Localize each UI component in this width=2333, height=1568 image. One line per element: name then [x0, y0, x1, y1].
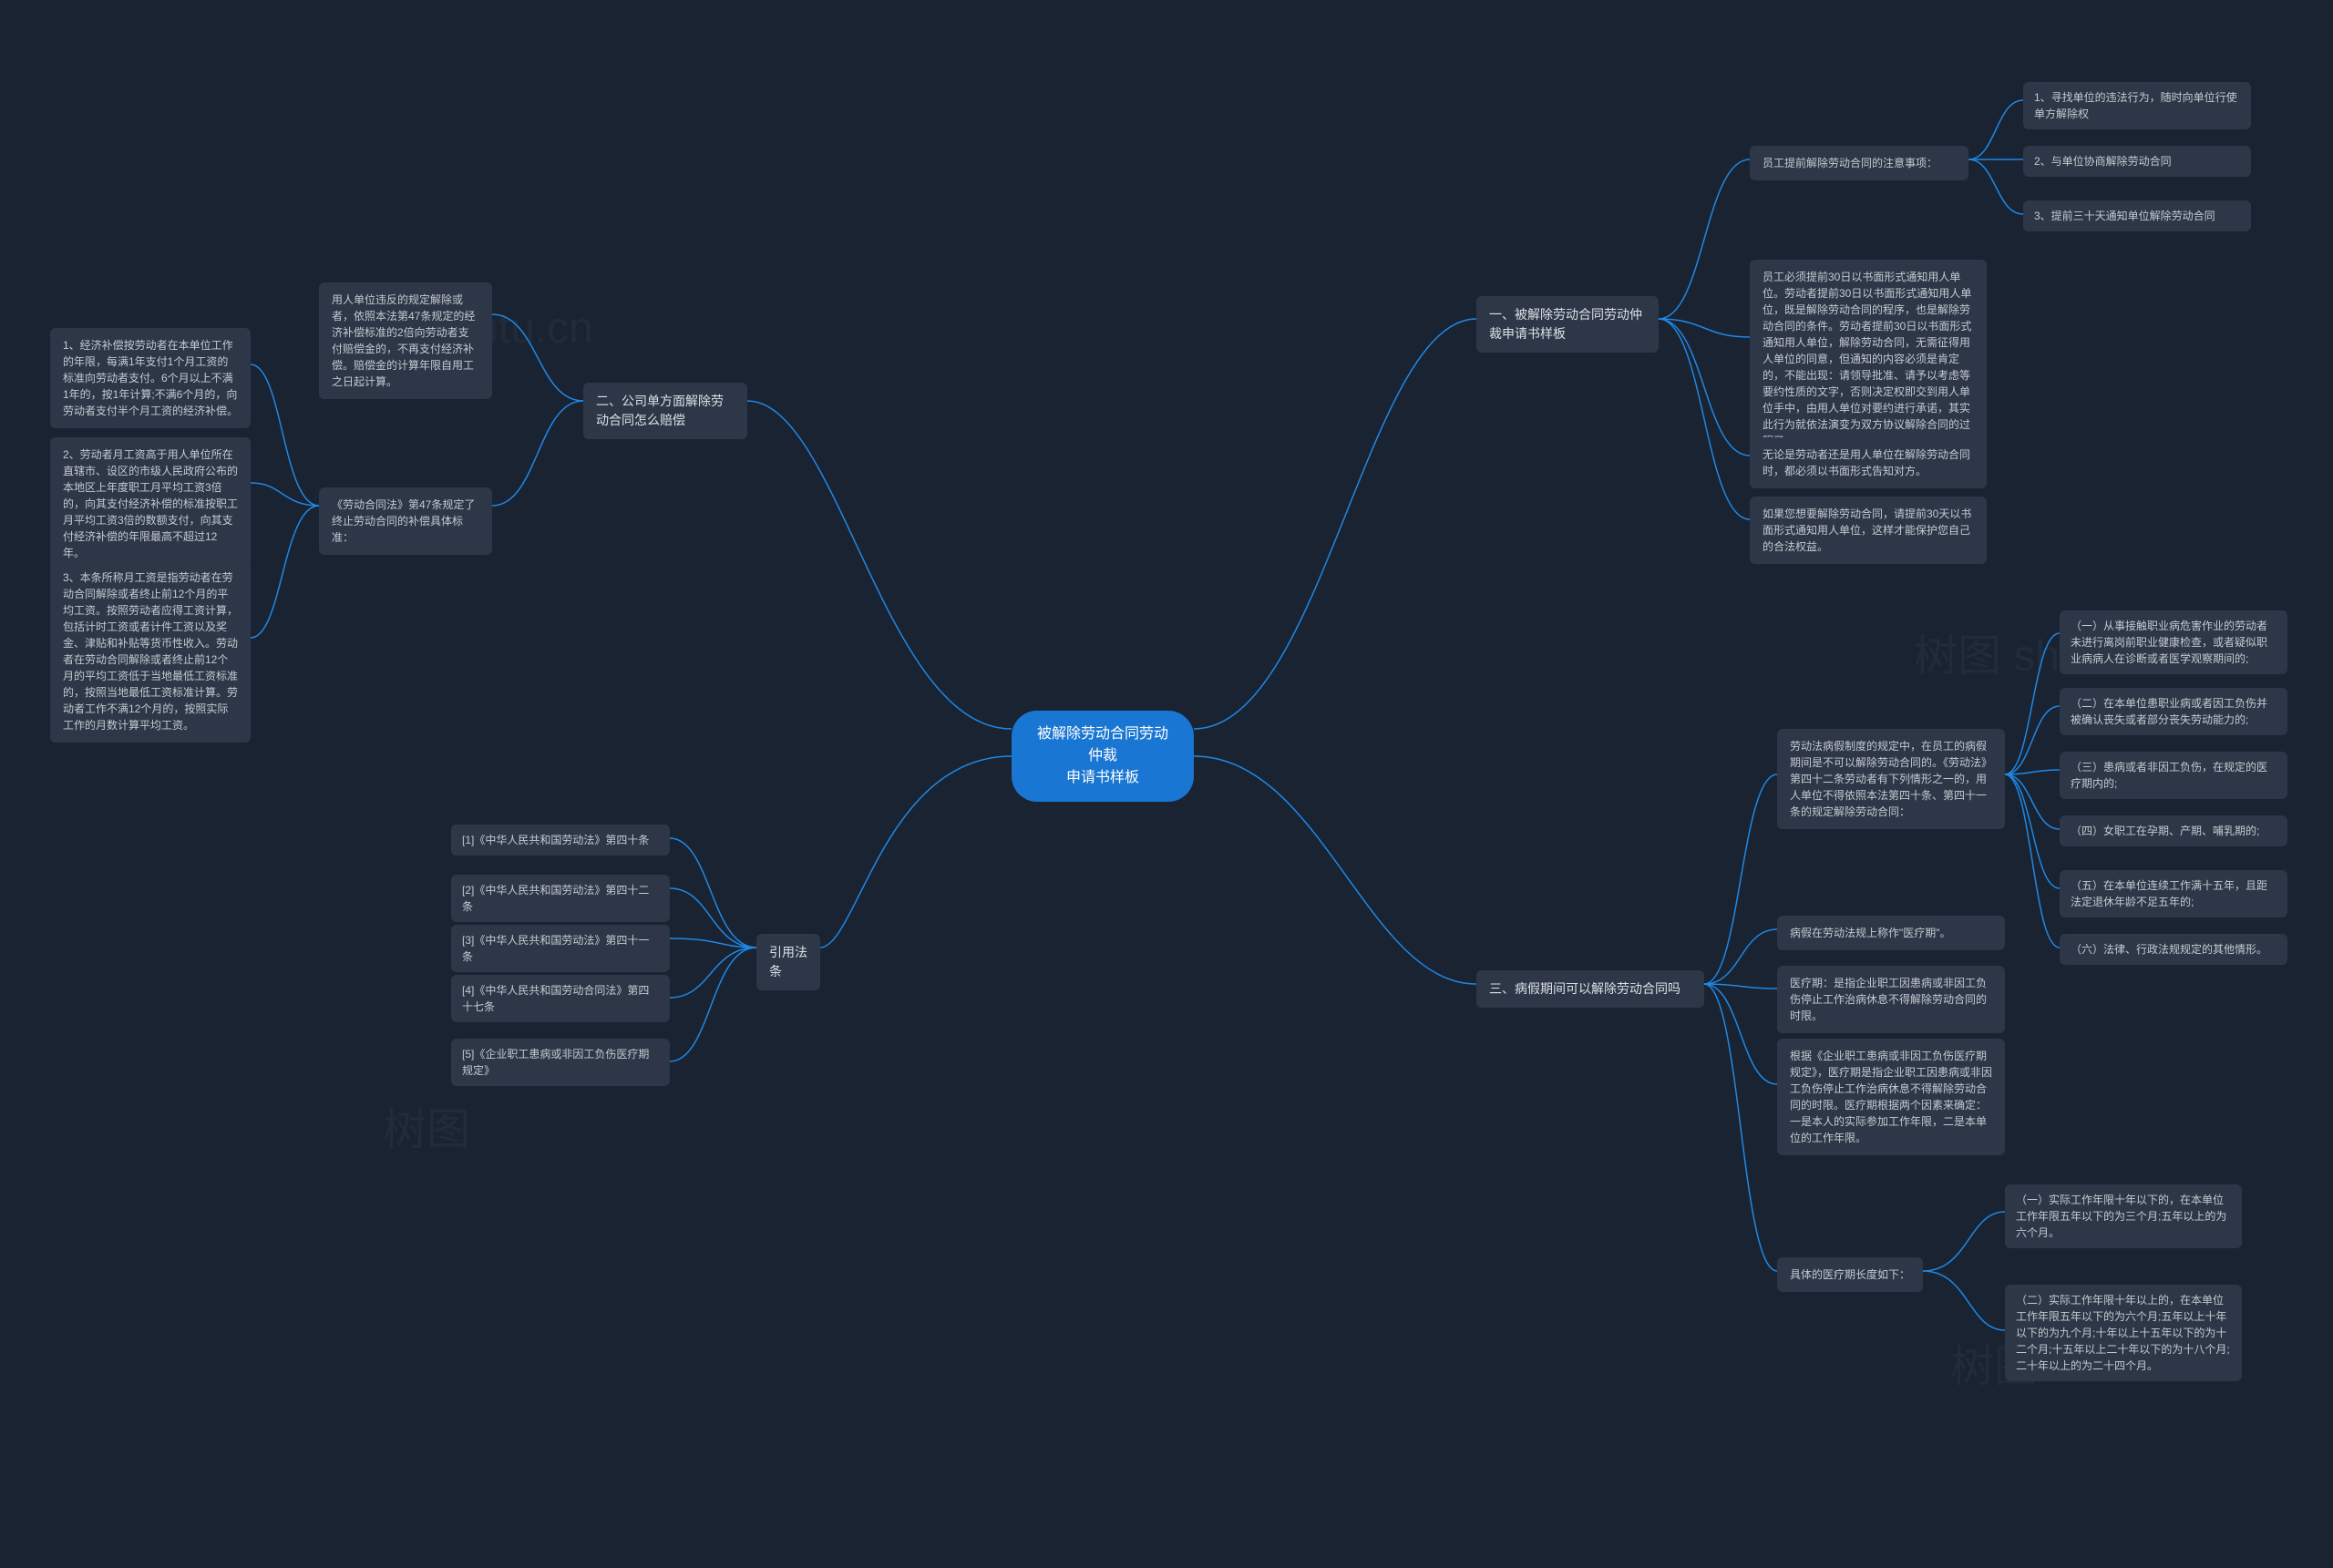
b3-n5-c1: （二）实际工作年限十年以上的，在本单位工作年限五年以下的为六个月;五年以上十年以…	[2005, 1285, 2242, 1381]
b2-n2-c0: 1、经济补偿按劳动者在本单位工作的年限，每满1年支付1个月工资的标准向劳动者支付…	[50, 328, 251, 428]
branch-4: 引用法条	[756, 934, 820, 990]
b1-n1-c2: 3、提前三十天通知单位解除劳动合同	[2023, 200, 2251, 231]
b4-i4: [5]《企业职工患病或非因工负伤医疗期规定》	[451, 1039, 670, 1086]
root-title-line1: 被解除劳动合同劳动仲裁	[1033, 723, 1172, 767]
b3-n1-c0: （一）从事接触职业病危害作业的劳动者未进行离岗前职业健康检查，或者疑似职业病病人…	[2060, 610, 2287, 674]
b1-n1: 员工提前解除劳动合同的注意事项：	[1750, 146, 1968, 180]
b4-i1: [2]《中华人民共和国劳动法》第四十二条	[451, 875, 670, 922]
b3-n5: 具体的医疗期长度如下：	[1777, 1257, 1923, 1292]
b3-n1-c5: （六）法律、行政法规规定的其他情形。	[2060, 934, 2287, 965]
b3-n1-c2: （三）患病或者非因工负伤，在规定的医疗期内的;	[2060, 752, 2287, 799]
watermark: 树图	[383, 1093, 470, 1157]
b3-n4: 根据《企业职工患病或非因工负伤医疗期规定》，医疗期是指企业职工因患病或非因工负伤…	[1777, 1039, 2005, 1155]
root-node: 被解除劳动合同劳动仲裁 申请书样板	[1012, 711, 1194, 802]
branch-3: 三、病假期间可以解除劳动合同吗	[1476, 970, 1704, 1008]
b4-i3: [4]《中华人民共和国劳动合同法》第四十七条	[451, 975, 670, 1022]
b3-n1-c4: （五）在本单位连续工作满十五年，且距法定退休年龄不足五年的;	[2060, 870, 2287, 917]
b3-n3: 医疗期：是指企业职工因患病或非因工负伤停止工作治病休息不得解除劳动合同的时限。	[1777, 966, 2005, 1033]
branch-1: 一、被解除劳动合同劳动仲裁申请书样板	[1476, 296, 1659, 353]
b2-n1: 用人单位违反的规定解除或者，依照本法第47条规定的经济补偿标准的2倍向劳动者支付…	[319, 282, 492, 399]
b3-n2: 病假在劳动法规上称作"医疗期"。	[1777, 916, 2005, 950]
b2-n2-c1: 2、劳动者月工资高于用人单位所在直辖市、设区的市级人民政府公布的本地区上年度职工…	[50, 437, 251, 570]
b1-n1-c0: 1、寻找单位的违法行为，随时向单位行使单方解除权	[2023, 82, 2251, 129]
branch-2: 二、公司单方面解除劳动合同怎么赔偿	[583, 383, 747, 439]
root-title-line2: 申请书样板	[1033, 767, 1172, 789]
b3-n1: 劳动法病假制度的规定中，在员工的病假期间是不可以解除劳动合同的。《劳动法》第四十…	[1777, 729, 2005, 829]
b1-n2: 员工必须提前30日以书面形式通知用人单位。劳动者提前30日以书面形式通知用人单位…	[1750, 260, 1987, 458]
b3-n1-c3: （四）女职工在孕期、产期、哺乳期的;	[2060, 815, 2287, 846]
b1-n1-c1: 2、与单位协商解除劳动合同	[2023, 146, 2251, 177]
b3-n5-c0: （一）实际工作年限十年以下的，在本单位工作年限五年以下的为三个月;五年以上的为六…	[2005, 1184, 2242, 1248]
b3-n1-c1: （二）在本单位患职业病或者因工负伤并被确认丧失或者部分丧失劳动能力的;	[2060, 688, 2287, 735]
b4-i2: [3]《中华人民共和国劳动法》第四十一条	[451, 925, 670, 972]
b1-n3: 无论是劳动者还是用人单位在解除劳动合同时，都必须以书面形式告知对方。	[1750, 437, 1987, 488]
b2-n2-c2: 3、本条所称月工资是指劳动者在劳动合同解除或者终止前12个月的平均工资。按照劳动…	[50, 560, 251, 743]
b2-n2: 《劳动合同法》第47条规定了终止劳动合同的补偿具体标准：	[319, 487, 492, 555]
b4-i0: [1]《中华人民共和国劳动法》第四十条	[451, 825, 670, 856]
b1-n4: 如果您想要解除劳动合同，请提前30天以书面形式通知用人单位，这样才能保护您自己的…	[1750, 497, 1987, 564]
